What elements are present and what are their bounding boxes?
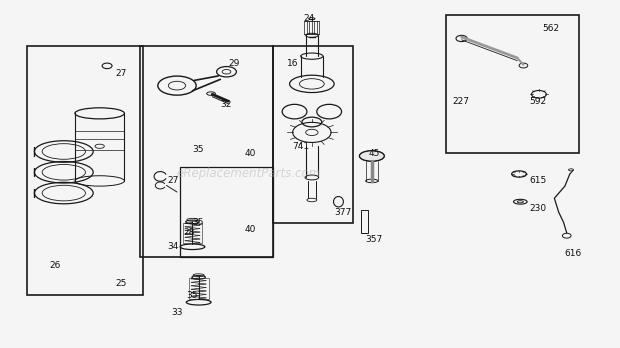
Text: 35: 35 [192,218,204,227]
Bar [361,211,368,233]
Text: 45: 45 [369,149,380,158]
Bar [446,15,579,153]
Text: 28: 28 [184,228,195,237]
Text: 34: 34 [168,242,179,251]
Bar [140,46,273,257]
Text: 32: 32 [220,100,232,109]
Text: 592: 592 [529,97,547,106]
Bar [182,222,202,243]
Ellipse shape [360,151,384,161]
Text: 29: 29 [228,58,240,68]
Text: 27: 27 [168,176,179,185]
Text: 24: 24 [304,14,315,23]
Text: 35: 35 [186,291,198,300]
Text: 741: 741 [293,142,310,151]
Text: 230: 230 [529,204,547,213]
Text: 616: 616 [565,249,582,258]
Text: 25: 25 [116,279,127,288]
Text: 27: 27 [115,69,126,78]
Text: 40: 40 [245,225,257,234]
Bar [180,167,273,257]
Text: 562: 562 [542,24,559,33]
Text: 33: 33 [171,308,182,317]
Text: 615: 615 [529,176,547,185]
Text: 16: 16 [287,58,299,68]
Text: 35: 35 [192,145,204,154]
Text: eReplacementParts.com: eReplacementParts.com [176,167,321,181]
Text: 227: 227 [452,97,469,106]
Bar [188,278,208,299]
Bar [273,46,353,222]
Text: 40: 40 [245,149,257,158]
Text: 357: 357 [366,235,383,244]
Bar [27,46,143,295]
Text: 26: 26 [49,261,60,270]
Text: 377: 377 [335,208,352,216]
